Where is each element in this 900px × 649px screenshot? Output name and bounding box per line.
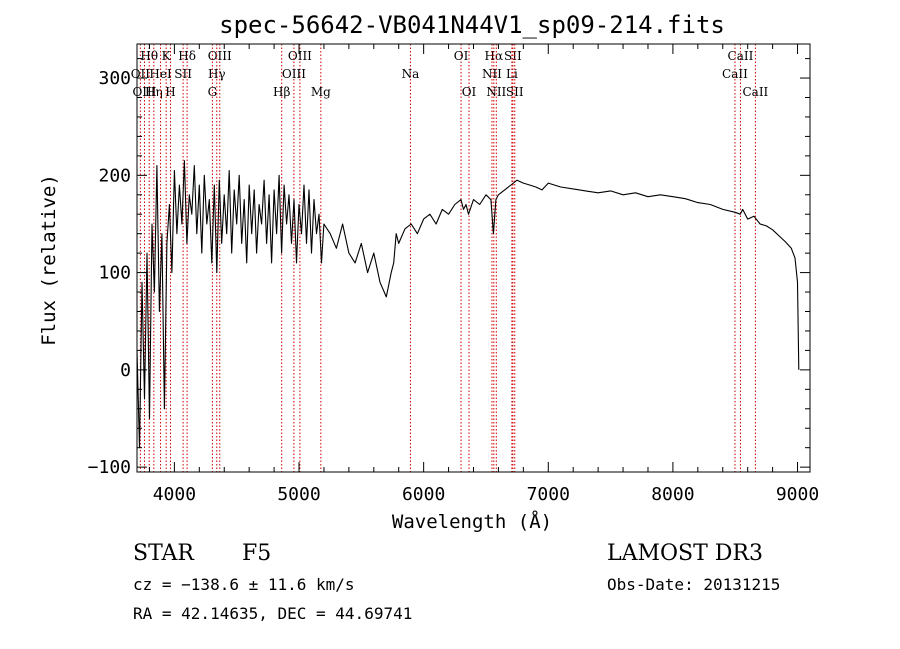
emission-line-label: SII: [506, 85, 524, 99]
object-subclass: F5: [242, 541, 271, 566]
emission-line-label: OIII: [132, 85, 156, 99]
emission-line-label: Hη: [145, 85, 163, 99]
emission-line-label: OI: [462, 85, 477, 99]
emission-line-label: Hδ: [178, 49, 196, 63]
emission-line-label: Mg: [311, 85, 331, 99]
emission-line-label: OIII: [288, 49, 312, 63]
y-axis-label: Flux (relative): [38, 174, 60, 346]
emission-line-label: Hγ: [208, 67, 226, 81]
coordinates: RA = 42.14635, DEC = 44.69741: [133, 604, 412, 623]
emission-line-label: G: [208, 85, 218, 99]
redshift-velocity: cz = −138.6 ± 11.6 km/s: [133, 575, 355, 594]
y-tick-label: 200: [98, 165, 131, 186]
emission-line-label: OII: [131, 67, 151, 81]
emission-line-label: NII: [482, 67, 502, 81]
x-tick-label: 9000: [776, 484, 819, 505]
x-tick-label: 8000: [651, 484, 694, 505]
y-tick-label: 300: [98, 68, 131, 89]
emission-line-label: NII: [486, 85, 506, 99]
emission-line-label: OI: [454, 49, 469, 63]
emission-line-label: Li: [506, 67, 518, 81]
observation-date: Obs-Date: 20131215: [607, 575, 780, 594]
emission-line-label: CaII: [742, 85, 768, 99]
emission-line-label: CaII: [722, 67, 748, 81]
emission-line-label: OIII: [208, 49, 232, 63]
ticks-layer: 4000 5000 6000 7000 8000 9000 −100 0 100 200 300: [88, 44, 819, 505]
y-tick-label: 100: [98, 263, 131, 284]
y-tick-label: 0: [120, 360, 131, 381]
spectrum-line: [136, 160, 800, 449]
chart-title: spec-56642-VB041N44V1_sp09-214.fits: [219, 11, 725, 39]
x-axis-label: Wavelength (Å): [392, 510, 552, 533]
emission-line-label: H: [165, 85, 175, 99]
x-tick-label: 7000: [527, 484, 570, 505]
emission-line-label: SII: [504, 49, 522, 63]
spectrum-layer: [136, 160, 800, 449]
emission-line-label: CaII: [728, 49, 754, 63]
y-tick-label: −100: [88, 457, 131, 478]
emission-line-label: OIII: [282, 67, 306, 81]
emission-line-label: Hβ: [273, 85, 290, 99]
emission-line-label: Na: [402, 67, 420, 81]
emission-line-label: HeI: [149, 67, 172, 81]
object-class: STAR: [133, 541, 195, 566]
emission-line-label: SII: [174, 67, 192, 81]
emission-line-label: K: [162, 49, 172, 63]
emission-line-label: Hα: [485, 49, 504, 63]
x-tick-label: 4000: [153, 484, 196, 505]
survey-name: LAMOST DR3: [607, 541, 763, 566]
x-tick-label: 6000: [402, 484, 445, 505]
x-tick-label: 5000: [277, 484, 320, 505]
emission-line-label: Hθ: [140, 49, 158, 63]
